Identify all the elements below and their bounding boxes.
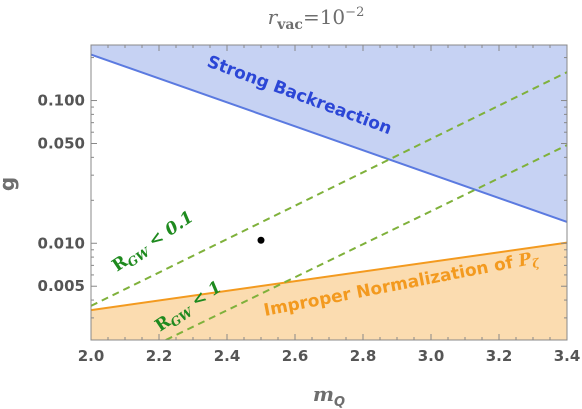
rgw-0.1-label: RGW < 0.1	[109, 207, 199, 278]
title-base: r	[268, 5, 279, 29]
improper-label-sub: ζ	[531, 256, 542, 271]
title-sup: −2	[345, 5, 364, 20]
data-point	[257, 236, 265, 244]
x-axis-label: mQ	[313, 382, 345, 409]
xlabel-sub: Q	[334, 395, 345, 409]
x-tick-label: 3.0	[418, 347, 445, 365]
xlabel-base: m	[313, 382, 334, 406]
chart-title: rvac=10−2	[268, 5, 365, 33]
x-tick-label: 2.4	[214, 347, 241, 365]
y-tick-label: 0.100	[38, 92, 85, 110]
rgw01-rest: < 0.1	[140, 207, 197, 255]
plot-area	[91, 45, 567, 340]
rgw-1-line	[165, 144, 567, 340]
axis-ticks: 2.0 2.2 2.4 2.6 2.8 3.0 3.2 3.4 0.100 0.050 0.010 0…	[38, 45, 581, 365]
improper-label-symbol: P	[516, 249, 535, 271]
y-axis-label: g	[0, 177, 19, 191]
rgw-0.1-line	[91, 71, 567, 307]
x-tick-label: 3.2	[486, 347, 513, 365]
x-tick-label: 2.6	[282, 347, 309, 365]
strong-backreaction-boundary	[91, 53, 567, 223]
improper-normalization-boundary	[91, 241, 567, 312]
title-sub: vac	[276, 17, 303, 33]
x-tick-label: 2.2	[146, 347, 173, 365]
title-eq: =10	[303, 5, 345, 29]
x-tick-label: 3.4	[554, 347, 581, 365]
y-tick-label: 0.005	[38, 277, 85, 295]
x-tick-label: 2.8	[350, 347, 377, 365]
strong-backreaction-region	[91, 45, 567, 222]
improper-normalization-region	[91, 242, 567, 340]
y-tick-label: 0.010	[38, 234, 85, 252]
y-tick-label: 0.050	[38, 135, 85, 153]
x-tick-label: 2.0	[78, 347, 105, 365]
